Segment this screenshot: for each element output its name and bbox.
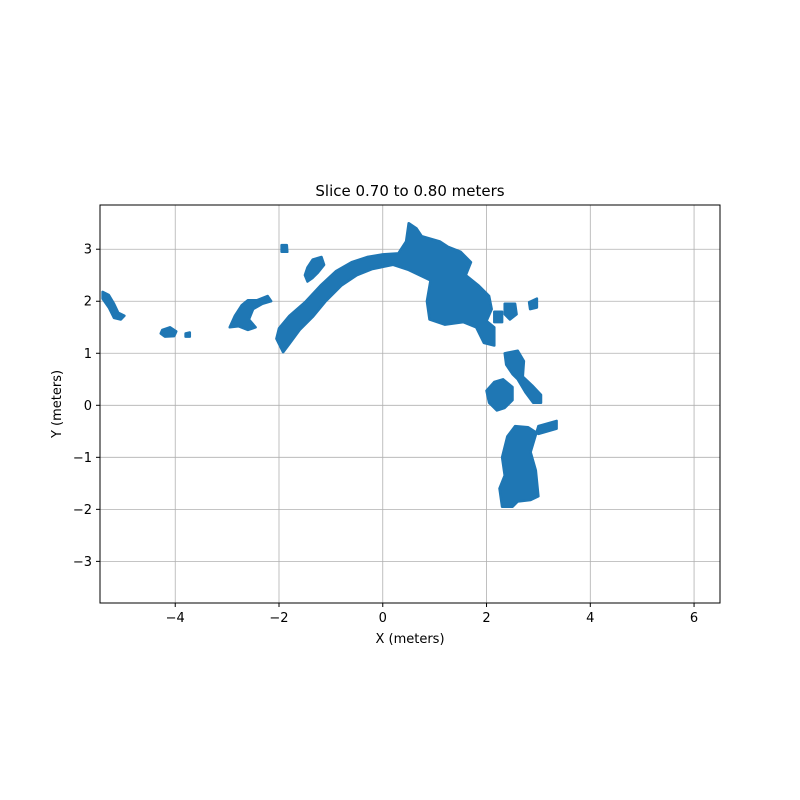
x-tick-label: 2 [482, 611, 490, 626]
point-cluster [280, 243, 289, 254]
x-axis-label: X (meters) [375, 632, 444, 647]
point-cluster [303, 255, 326, 283]
x-tick-label: 0 [379, 611, 387, 626]
point-cluster [498, 419, 558, 509]
y-tick-label: 2 [84, 295, 92, 310]
chart-title: Slice 0.70 to 0.80 meters [315, 182, 504, 200]
grid-lines [100, 205, 720, 603]
y-axis-label: Y (meters) [50, 370, 65, 439]
y-tick-label: −3 [73, 555, 92, 570]
x-tick-label: −2 [269, 611, 288, 626]
point-cluster [527, 297, 539, 311]
axis-ticks: −4 −2 0 2 4 6 −3 −2 −1 0 1 2 3 [73, 243, 698, 626]
x-tick-label: 6 [690, 611, 698, 626]
x-tick-label: −4 [166, 611, 185, 626]
x-tick-label: 4 [586, 611, 594, 626]
data-points [101, 221, 558, 509]
point-cluster [493, 310, 504, 324]
point-cluster [485, 378, 514, 412]
point-cluster [503, 302, 518, 321]
y-tick-label: −1 [73, 451, 92, 466]
y-tick-label: −2 [73, 503, 92, 518]
point-cluster [503, 349, 543, 404]
point-cluster [275, 221, 496, 354]
point-cluster [101, 290, 126, 321]
point-cluster [184, 331, 192, 338]
y-tick-label: 1 [84, 347, 92, 362]
plot-frame [99, 204, 721, 604]
y-tick-label: 3 [84, 243, 92, 258]
point-cluster [228, 294, 273, 332]
y-tick-label: 0 [84, 399, 92, 414]
point-cluster [159, 326, 178, 338]
